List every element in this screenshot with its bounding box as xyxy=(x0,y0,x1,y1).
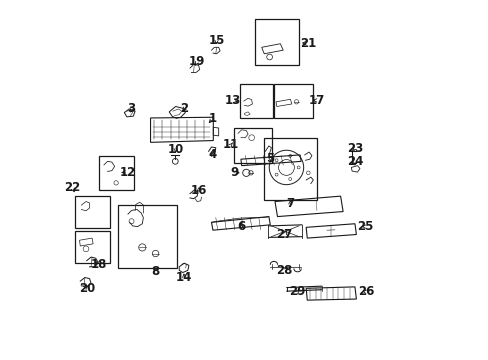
Bar xyxy=(264,138,317,200)
Text: 11: 11 xyxy=(223,138,239,151)
Text: 19: 19 xyxy=(188,55,205,68)
Text: 6: 6 xyxy=(236,220,244,233)
Text: 10: 10 xyxy=(167,143,183,156)
Bar xyxy=(273,84,312,118)
Text: 5: 5 xyxy=(265,152,274,165)
Text: 15: 15 xyxy=(208,33,224,47)
Text: 2: 2 xyxy=(180,103,188,116)
Text: 29: 29 xyxy=(289,285,305,298)
Text: 25: 25 xyxy=(357,220,373,233)
Text: 8: 8 xyxy=(151,265,160,278)
Text: 24: 24 xyxy=(346,155,363,168)
Text: 18: 18 xyxy=(91,258,107,271)
Text: 16: 16 xyxy=(190,184,206,197)
Text: 21: 21 xyxy=(300,36,316,50)
Bar xyxy=(75,196,110,228)
Bar xyxy=(99,156,134,190)
Text: 1: 1 xyxy=(208,112,217,125)
Bar xyxy=(118,205,177,268)
Text: 28: 28 xyxy=(276,264,292,277)
Text: 23: 23 xyxy=(346,142,362,155)
Bar xyxy=(255,19,298,64)
Bar xyxy=(233,128,272,163)
Text: 3: 3 xyxy=(127,103,135,116)
Text: 20: 20 xyxy=(79,282,95,295)
Bar xyxy=(75,231,110,263)
Text: 22: 22 xyxy=(64,181,81,194)
Text: 4: 4 xyxy=(208,148,217,161)
Text: 12: 12 xyxy=(120,166,136,179)
Text: 9: 9 xyxy=(230,166,238,179)
Text: 27: 27 xyxy=(276,228,292,241)
Text: 14: 14 xyxy=(176,271,192,284)
Text: 26: 26 xyxy=(358,285,374,298)
Text: 13: 13 xyxy=(224,94,241,107)
Text: 17: 17 xyxy=(308,94,325,107)
Text: 7: 7 xyxy=(286,197,294,210)
Bar xyxy=(240,84,273,118)
